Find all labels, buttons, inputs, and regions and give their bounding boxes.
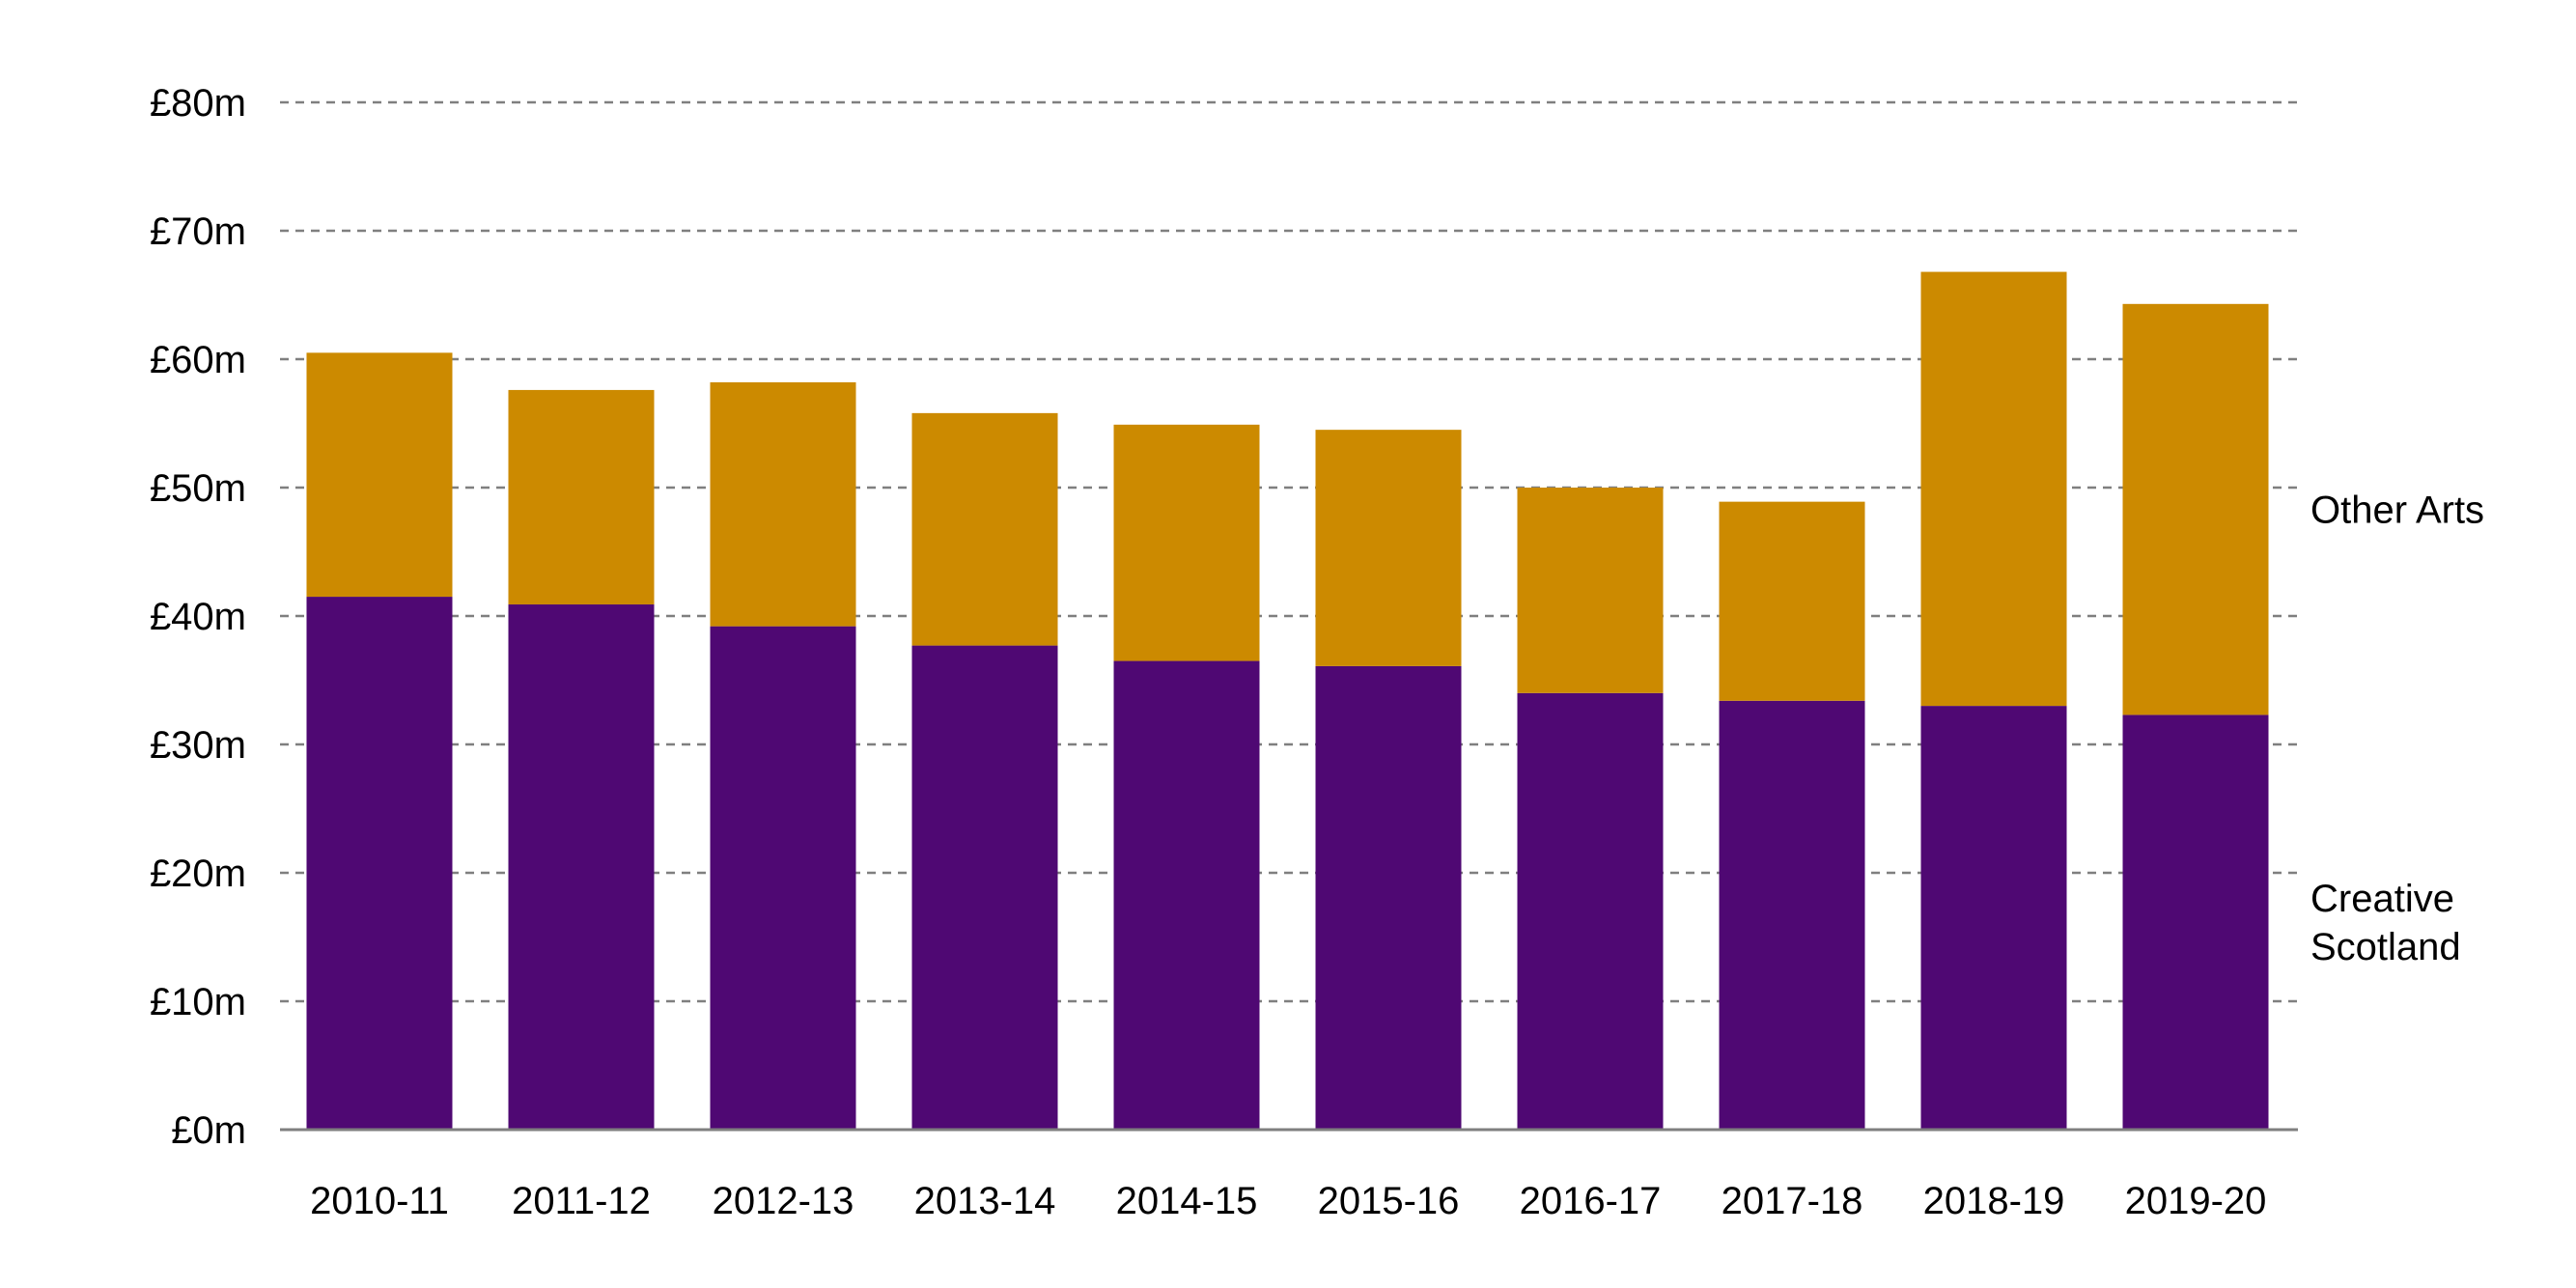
y-tick-label: £50m (150, 467, 246, 510)
x-tick-label: 2018-19 (1923, 1180, 2065, 1222)
bar-segment-other-arts (1719, 501, 1865, 701)
x-tick-label: 2017-18 (1722, 1180, 1863, 1222)
bar-segment-creative-scotland (1719, 700, 1865, 1130)
x-tick-label: 2016-17 (1520, 1180, 1662, 1222)
bar-segment-other-arts (508, 389, 655, 605)
y-tick-label: £60m (150, 339, 246, 381)
x-tick-label: 2015-16 (1318, 1180, 1460, 1222)
x-tick-label: 2012-13 (713, 1180, 854, 1222)
y-tick-label: £20m (150, 853, 246, 895)
gridlines (280, 100, 2298, 1003)
bar-segment-other-arts (1315, 430, 1462, 666)
bar-segment-creative-scotland (508, 604, 655, 1130)
series-label-creative-scotland: Creative Scotland (2310, 878, 2461, 968)
series-label-line: Creative (2310, 878, 2454, 920)
series-labels: Creative Scotland Other Arts (2310, 490, 2484, 969)
bar-segment-other-arts (911, 412, 1058, 646)
bar-segment-other-arts (1920, 271, 2067, 707)
x-tick-label: 2019-20 (2125, 1180, 2267, 1222)
bar-segment-creative-scotland (306, 597, 453, 1130)
bar-segment-other-arts (2122, 303, 2269, 715)
series-label-line: Scotland (2310, 926, 2461, 968)
y-tick-label: £0m (171, 1109, 246, 1152)
y-tick-label: £80m (150, 82, 246, 125)
x-axis-tick-labels: 2010-11 2011-12 2012-13 2013-14 2014-15 2015-… (310, 1180, 2266, 1222)
bar-segment-creative-scotland (1315, 665, 1462, 1130)
y-tick-label: £30m (150, 724, 246, 767)
bar-segment-creative-scotland (911, 645, 1058, 1130)
bar-segment-other-arts (1517, 488, 1664, 693)
bars (306, 271, 2269, 1130)
bar-segment-creative-scotland (710, 626, 856, 1130)
x-tick-label: 2011-12 (512, 1180, 651, 1222)
series-label-other-arts: Other Arts (2310, 490, 2484, 532)
x-tick-label: 2013-14 (914, 1180, 1056, 1222)
y-tick-label: £10m (150, 981, 246, 1023)
y-axis-tick-labels: £0m £10m £20m £30m £40m £50m £60m £70m £80m (150, 82, 246, 1152)
bar-segment-creative-scotland (1920, 706, 2067, 1130)
bar-segment-creative-scotland (2122, 714, 2269, 1130)
bar-segment-other-arts (710, 381, 856, 627)
y-tick-label: £70m (150, 210, 246, 253)
y-tick-label: £40m (150, 596, 246, 638)
series-label-line: Other Arts (2310, 490, 2484, 532)
bar-segment-creative-scotland (1517, 692, 1664, 1130)
bar-segment-other-arts (306, 352, 453, 598)
x-tick-label: 2010-11 (310, 1180, 449, 1222)
bar-segment-other-arts (1113, 424, 1260, 661)
bar-segment-creative-scotland (1113, 660, 1260, 1130)
x-tick-label: 2014-15 (1116, 1180, 1258, 1222)
